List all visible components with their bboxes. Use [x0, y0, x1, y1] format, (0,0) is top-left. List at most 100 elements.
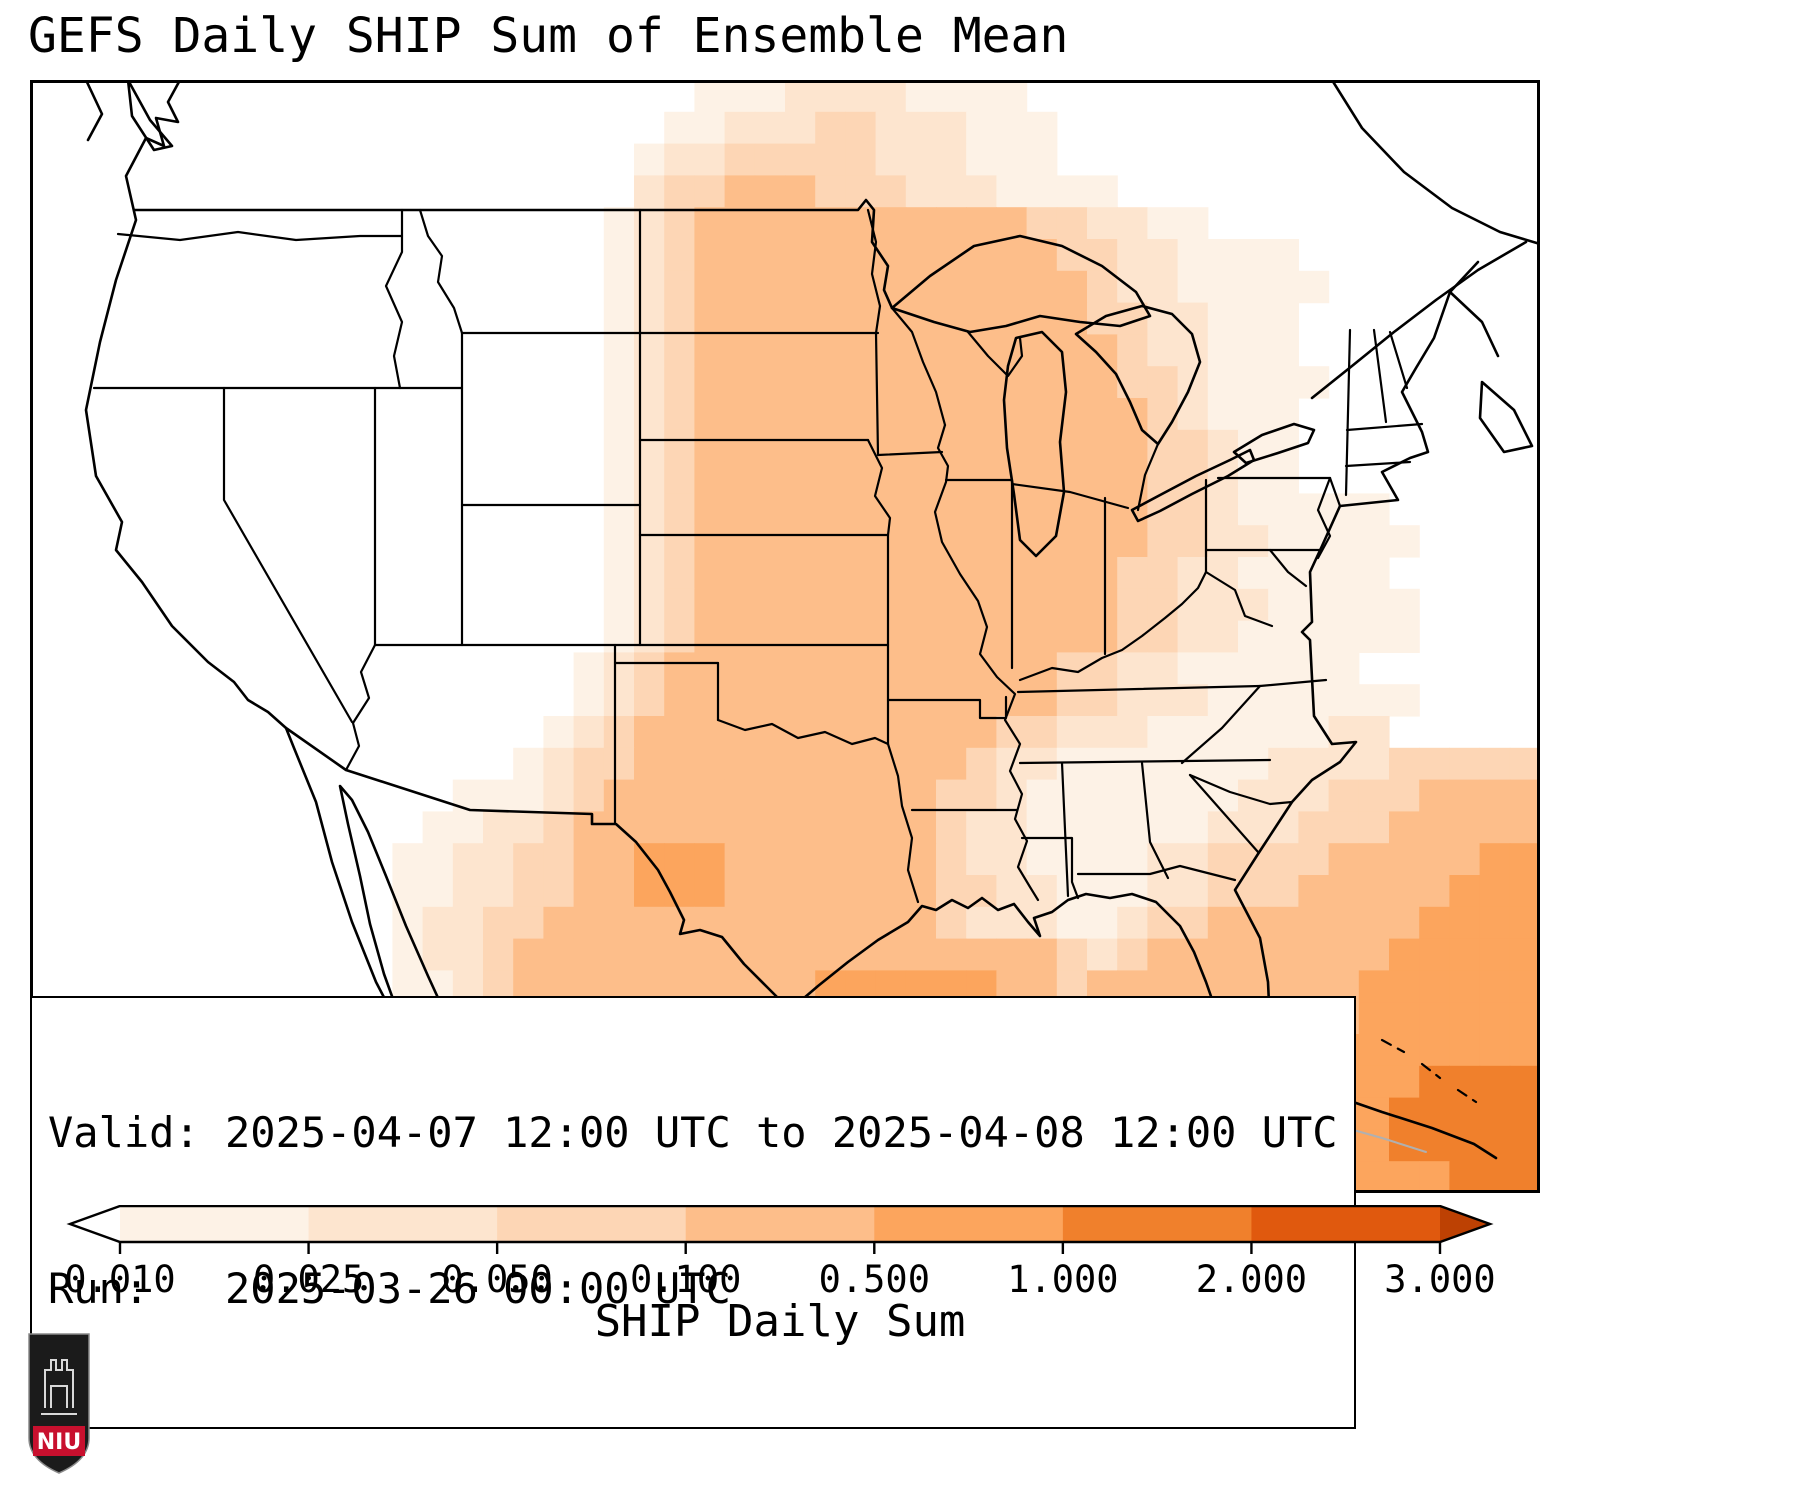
- ship-grid-cell: [875, 620, 907, 653]
- ship-grid-cell: [966, 906, 997, 940]
- ship-grid-cell: [1419, 779, 1450, 812]
- colorbar-segment: [1062, 1206, 1252, 1242]
- ship-grid-cell: [1238, 239, 1269, 272]
- ship-grid-cell: [452, 875, 484, 908]
- colorbar-tick-label: 0.025: [252, 1258, 365, 1301]
- ship-grid-cell: [694, 429, 726, 463]
- ship-grid-cell: [603, 716, 635, 749]
- ship-grid-cell: [1328, 652, 1360, 685]
- ship-grid-cell: [1449, 970, 1481, 1003]
- ship-grid-cell: [724, 525, 756, 558]
- ship-grid-cell: [1147, 811, 1179, 844]
- ship-grid-cell: [634, 239, 665, 272]
- ship-grid-cell: [1238, 493, 1269, 526]
- ship-grid-cell: [1087, 811, 1118, 844]
- ship-grid-cell: [1147, 334, 1179, 367]
- ship-grid-cell: [634, 938, 665, 971]
- ship-grid-cell: [664, 620, 695, 653]
- ship-grid-cell: [1026, 684, 1058, 717]
- ship-grid-cell: [1177, 525, 1209, 558]
- ship-grid-cell: [573, 716, 605, 749]
- ship-grid-cell: [603, 270, 635, 304]
- ship-grid-cell: [1026, 620, 1058, 653]
- ship-grid-cell: [1026, 207, 1058, 240]
- ship-grid-cell: [966, 557, 997, 590]
- ship-grid-cell: [634, 302, 665, 335]
- ship-grid-cell: [634, 334, 665, 367]
- ship-grid-cell: [1056, 588, 1088, 622]
- ship-grid-cell: [1087, 398, 1118, 431]
- ship-grid-cell: [603, 843, 635, 876]
- ship-grid-cell: [603, 525, 635, 558]
- ship-grid-cell: [875, 111, 907, 145]
- ship-grid-cell: [1147, 366, 1179, 399]
- ship-grid-cell: [483, 938, 514, 971]
- ship-grid-cell: [694, 843, 726, 876]
- ship-grid-cell: [1268, 429, 1299, 463]
- ship-grid-cell: [422, 811, 454, 844]
- vancouver-island: [126, 80, 174, 152]
- ship-grid-cell: [845, 461, 877, 494]
- ship-grid-cell: [785, 398, 816, 431]
- ship-grid-cell: [1117, 716, 1148, 749]
- ship-grid-cell: [754, 875, 786, 908]
- ship-grid-cell: [1087, 875, 1118, 908]
- colorbar-over-arrow: [1440, 1206, 1490, 1242]
- ship-grid-cell: [724, 80, 756, 113]
- ship-grid-cell: [694, 493, 726, 526]
- ship-grid-cell: [694, 270, 726, 304]
- ship-grid-cell: [1358, 1002, 1390, 1035]
- ship-grid-cell: [1056, 557, 1088, 590]
- ship-grid-cell: [603, 239, 635, 272]
- state-boundaries: [92, 208, 1424, 904]
- ship-grid-cell: [754, 302, 786, 335]
- ship-grid-cell: [966, 80, 997, 113]
- ship-grid-cell: [452, 906, 484, 940]
- ship-grid-cell: [996, 239, 1028, 272]
- ship-grid-cell: [1117, 207, 1148, 240]
- ship-grid-cell: [905, 620, 937, 653]
- ship-grid-cell: [1419, 906, 1450, 940]
- ship-grid-cell: [875, 843, 907, 876]
- ship-grid-cell: [603, 652, 635, 685]
- ship-grid-cell: [724, 652, 756, 685]
- ship-grid-cell: [905, 207, 937, 240]
- ship-grid-cell: [1117, 270, 1148, 304]
- ship-grid-cell: [1056, 779, 1088, 812]
- ship-grid-cell: [664, 334, 695, 367]
- ship-grid-cell: [905, 429, 937, 463]
- ship-grid-cell: [815, 779, 846, 812]
- ship-grid-cell: [392, 906, 424, 940]
- ship-grid-cell: [1509, 1034, 1540, 1067]
- ship-grid-cell: [1026, 493, 1058, 526]
- ship-grid-cell: [422, 906, 454, 940]
- ship-grid-cell: [694, 684, 726, 717]
- ship-grid-cell: [845, 620, 877, 653]
- ship-grid-cell: [634, 875, 665, 908]
- ship-grid-cell: [1358, 811, 1390, 844]
- ship-grid-cell: [634, 207, 665, 240]
- ship-grid-cell: [815, 811, 846, 844]
- ship-grid-cell: [785, 207, 816, 240]
- ship-grid-cell: [815, 461, 846, 494]
- ship-grid-cell: [815, 270, 846, 304]
- ship-grid-cell: [573, 811, 605, 844]
- ship-grid-cell: [875, 652, 907, 685]
- ship-grid-cell: [1026, 747, 1058, 781]
- ship-grid-cell: [1389, 970, 1420, 1003]
- ship-grid-cell: [875, 80, 907, 113]
- ship-grid-cell: [815, 906, 846, 940]
- ship-grid-cell: [754, 620, 786, 653]
- ship-grid-cell: [1298, 270, 1330, 304]
- ship-grid-cell: [1509, 1097, 1540, 1130]
- ship-grid-cell: [603, 906, 635, 940]
- ship-grid-cell: [1449, 875, 1481, 908]
- ship-grid-cell: [1147, 557, 1179, 590]
- colorbar-title: SHIP Daily Sum: [594, 1296, 966, 1347]
- ship-grid-cell: [1358, 875, 1390, 908]
- ship-grid-cell: [1087, 270, 1118, 304]
- ship-grid-cell: [664, 938, 695, 971]
- ship-grid-cell: [966, 398, 997, 431]
- ship-grid-cell: [996, 398, 1028, 431]
